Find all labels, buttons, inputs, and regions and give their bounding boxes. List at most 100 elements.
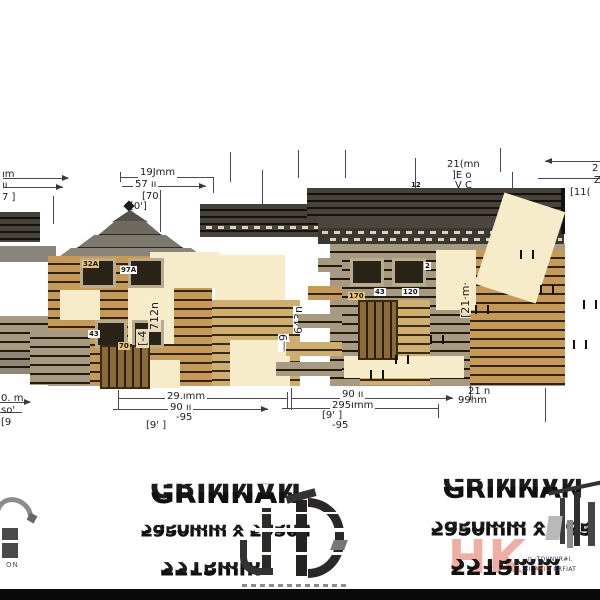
dim-line [545,161,600,162]
wall-step [318,258,342,272]
dim-label: 21 n [468,386,491,397]
plank-joint-mark [395,355,409,364]
window [392,258,426,286]
right-logo-panel [567,520,573,548]
roof-dash-row [206,226,346,229]
right-logo-text-red: AR(D [534,566,552,573]
glitch-slice [260,512,350,514]
dim-arrow [545,158,552,164]
brand-logo-mark [330,540,348,550]
dim-label: 90 ıı [168,402,194,413]
plank-joint-mark [520,250,534,259]
roof-dash-row [322,231,562,234]
right-logo-text-a: BII [524,566,535,573]
dim-label: 7 ] [2,192,16,203]
dim-tick [230,152,231,182]
dim-label: 99hm [458,395,487,406]
dim-label: [70. [142,191,162,202]
product-size-text: 2950mm x 2950mm [140,519,336,542]
dim-arrow [261,406,268,412]
dim-tick [298,150,299,178]
dim-label: ]E o [452,170,472,181]
wall-step [276,362,342,376]
product-name-right: GRINNAN GRINNAN [440,466,585,502]
plank-joint-mark [370,370,384,379]
dim-tick [438,404,439,418]
part-number-chip: 120 [402,288,419,296]
part-number-chip: 70 [118,342,130,350]
product-extra-right: 2215mm 2215mm [440,548,570,579]
right-logo-bar [560,498,565,544]
glitch-patch [215,255,285,300]
part-number-chip: 12 [411,181,421,189]
part-number-chip: 170 [348,292,365,300]
product-size-right: 2950mm x 2950mm 2950mm x 2950mm [430,512,595,539]
dim-tick [213,177,214,193]
dim-line [538,178,600,179]
dim-label: 19Jmm [138,167,178,178]
wall-step [286,342,342,356]
dim-arrow [199,183,206,189]
ghost-roof-tier-left-edge [0,246,56,262]
wall-step [298,314,342,328]
part-number-chip: 97A [120,266,138,274]
roof-tier-2 [74,235,186,250]
product-extra-left: 2215mm 2215mm [150,552,270,582]
height-dim-label-rotated: [-4 [136,328,149,348]
dim-label: [9' ] [322,410,343,421]
window [350,258,384,286]
height-dim-label-rotated: [21·m· [459,282,472,318]
part-number-chip: 32A [82,260,100,268]
product-extra-text: 2215mm [159,556,261,582]
glitch-slice [250,552,360,555]
dim-line [4,187,63,188]
right-logo-text-line2: BII AR(D CRFIAT [524,566,600,573]
partial-logo-bar [2,528,18,558]
product-name-text: GRINNAN [150,476,301,511]
roof-tier-1 [96,221,164,237]
brand-logo-mark [308,498,344,578]
dim-label: V C [455,180,473,191]
ghost-roof-slab-left-edge [0,212,40,242]
dim-tick [291,388,292,410]
dim-line [122,186,206,187]
dim-tick [500,148,501,172]
glitch-slice [255,528,355,532]
plank-joint-mark [475,305,489,314]
logo-caption-dashes [242,584,346,587]
dim-tick [415,158,416,194]
dim-tick [53,196,54,224]
partial-logo-caption: ON [6,561,19,569]
brand-logo-mark [240,540,273,575]
dim-label: 295ımm [330,400,376,411]
dim-line [0,402,30,403]
door [100,345,150,389]
brand-logo-mark [296,500,307,576]
height-dim-label-rotated: 712n [148,300,161,332]
dim-tick [545,388,546,422]
dim-arrow [446,395,453,401]
dim-label: [11( [570,187,591,198]
dim-tick [160,190,161,232]
dim-arrow [62,175,69,181]
part-number-chip: 43 [374,288,386,296]
right-logo-bar [574,492,580,546]
glitch-patch [60,290,100,320]
dim-label: 57 ıı [133,179,159,190]
dim-label: so' [1,405,16,416]
dim-tick [470,384,471,400]
dim-arrow [56,184,63,190]
right-logo-text-line1: II.:TOIINIIR#I. [528,556,573,563]
dim-tick [287,392,288,408]
roof-dash-row [330,238,562,241]
dim-tick [120,172,121,182]
dim-label: ıı [2,180,8,191]
dim-label: [9' ] [146,420,167,431]
dim-label: ım [2,169,15,180]
dim-label: -95 [176,412,193,423]
plank-joint-mark [430,335,444,344]
dim-label: -95 [332,420,349,431]
dim-tick [512,172,513,202]
dim-label: [9 [1,417,12,428]
